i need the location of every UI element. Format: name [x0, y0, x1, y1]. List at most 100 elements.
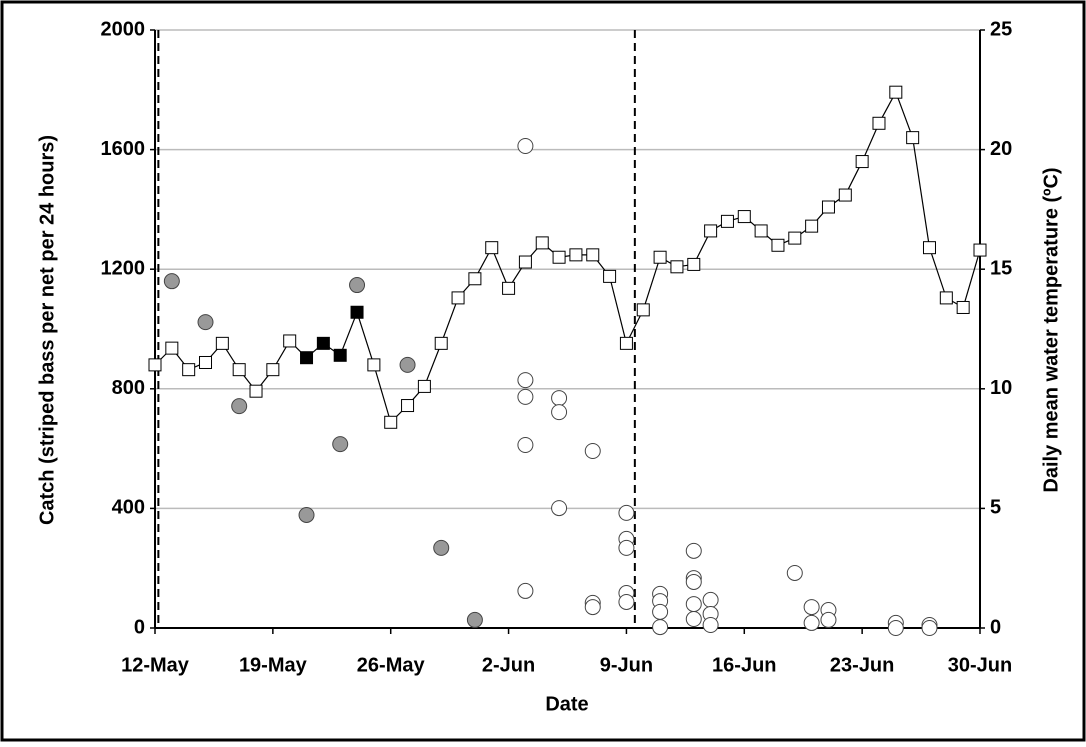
- temperature-marker: [451, 291, 465, 305]
- temperature-marker: [754, 224, 768, 238]
- temperature-marker: [619, 336, 633, 350]
- x-tick-label: 16-Jun: [712, 654, 776, 676]
- y2-axis-title: Daily mean water temperature (ºC): [1040, 167, 1062, 492]
- temperature-marker: [502, 281, 516, 295]
- temperature-marker: [182, 363, 196, 377]
- catch-point: [685, 573, 702, 590]
- temperature-marker: [350, 305, 364, 319]
- temperature-marker: [973, 243, 987, 257]
- y-tick-label: 0: [134, 616, 145, 638]
- y2-tick-label: 20: [990, 138, 1012, 160]
- temperature-marker: [603, 269, 617, 283]
- x-tick-label: 30-Jun: [948, 654, 1012, 676]
- y-tick-label: 800: [112, 377, 145, 399]
- catch-point: [197, 314, 214, 331]
- temperature-marker: [922, 241, 936, 255]
- temperature-marker: [737, 210, 751, 224]
- x-tick-label: 26-May: [357, 654, 426, 676]
- temperature-marker: [670, 260, 684, 274]
- catch-point: [584, 599, 601, 616]
- x-axis-title: Date: [545, 693, 588, 715]
- catch-point: [163, 273, 180, 290]
- catch-point: [685, 611, 702, 628]
- catch-point: [584, 442, 601, 459]
- temperature-marker: [956, 300, 970, 314]
- y2-tick-label: 10: [990, 377, 1012, 399]
- catch-point: [551, 390, 568, 407]
- temperature-marker: [805, 219, 819, 233]
- temperature-marker: [384, 415, 398, 429]
- catch-point: [702, 591, 719, 608]
- y2-tick-label: 0: [990, 616, 1001, 638]
- catch-point: [298, 506, 315, 523]
- y2-tick-label: 5: [990, 497, 1001, 519]
- temperature-marker: [300, 351, 314, 365]
- temperature-marker: [266, 363, 280, 377]
- y2-tick-label: 25: [990, 18, 1012, 40]
- catch-point: [517, 372, 534, 389]
- temperature-marker: [788, 231, 802, 245]
- temperature-marker: [704, 224, 718, 238]
- temperature-marker: [401, 399, 415, 413]
- temperature-marker: [215, 336, 229, 350]
- temperature-marker: [199, 355, 213, 369]
- temperature-marker: [889, 85, 903, 99]
- catch-point: [803, 599, 820, 616]
- x-tick-label: 19-May: [239, 654, 308, 676]
- catch-point: [803, 614, 820, 631]
- temperature-marker: [552, 250, 566, 264]
- temperature-marker: [468, 272, 482, 286]
- catch-point: [618, 593, 635, 610]
- catch-point: [551, 500, 568, 517]
- catch-point: [466, 611, 483, 628]
- temperature-marker: [417, 379, 431, 393]
- temperature-marker: [586, 248, 600, 262]
- x-tick-label: 2-Jun: [482, 654, 535, 676]
- catch-point: [517, 582, 534, 599]
- temperature-marker: [906, 131, 920, 145]
- temperature-marker: [165, 341, 179, 355]
- temperature-marker: [518, 255, 532, 269]
- catch-point: [820, 611, 837, 628]
- temperature-marker: [653, 250, 667, 264]
- temperature-marker: [636, 303, 650, 317]
- y-tick-label: 2000: [101, 18, 146, 40]
- catch-point: [685, 542, 702, 559]
- x-tick-label: 23-Jun: [830, 654, 894, 676]
- catch-point: [433, 539, 450, 556]
- temperature-marker: [535, 236, 549, 250]
- catch-point: [652, 619, 669, 636]
- temperature-marker: [232, 363, 246, 377]
- temperature-marker: [838, 188, 852, 202]
- catch-point: [685, 596, 702, 613]
- y-tick-label: 1600: [101, 138, 146, 160]
- temperature-marker: [569, 248, 583, 262]
- catch-point: [517, 388, 534, 405]
- catch-point: [618, 539, 635, 556]
- temperature-marker: [434, 336, 448, 350]
- temperature-marker: [316, 336, 330, 350]
- y2-tick-label: 15: [990, 257, 1012, 279]
- catch-point: [517, 437, 534, 454]
- catch-point: [786, 564, 803, 581]
- temperature-marker: [821, 200, 835, 214]
- temperature-marker: [939, 291, 953, 305]
- catch-point: [349, 277, 366, 294]
- x-tick-label: 9-Jun: [600, 654, 653, 676]
- catch-point: [652, 603, 669, 620]
- catch-point: [231, 398, 248, 415]
- temperature-marker: [249, 384, 263, 398]
- temperature-marker: [720, 214, 734, 228]
- catch-point: [332, 436, 349, 453]
- catch-point: [618, 504, 635, 521]
- temperature-marker: [333, 348, 347, 362]
- temperature-marker: [367, 358, 381, 372]
- y-axis-title: Catch (striped bass per net per 24 hours…: [36, 135, 58, 525]
- catch-point: [551, 404, 568, 421]
- catch-point: [702, 617, 719, 634]
- catch-point: [517, 138, 534, 155]
- y-tick-label: 1200: [101, 257, 146, 279]
- catch-point: [921, 620, 938, 636]
